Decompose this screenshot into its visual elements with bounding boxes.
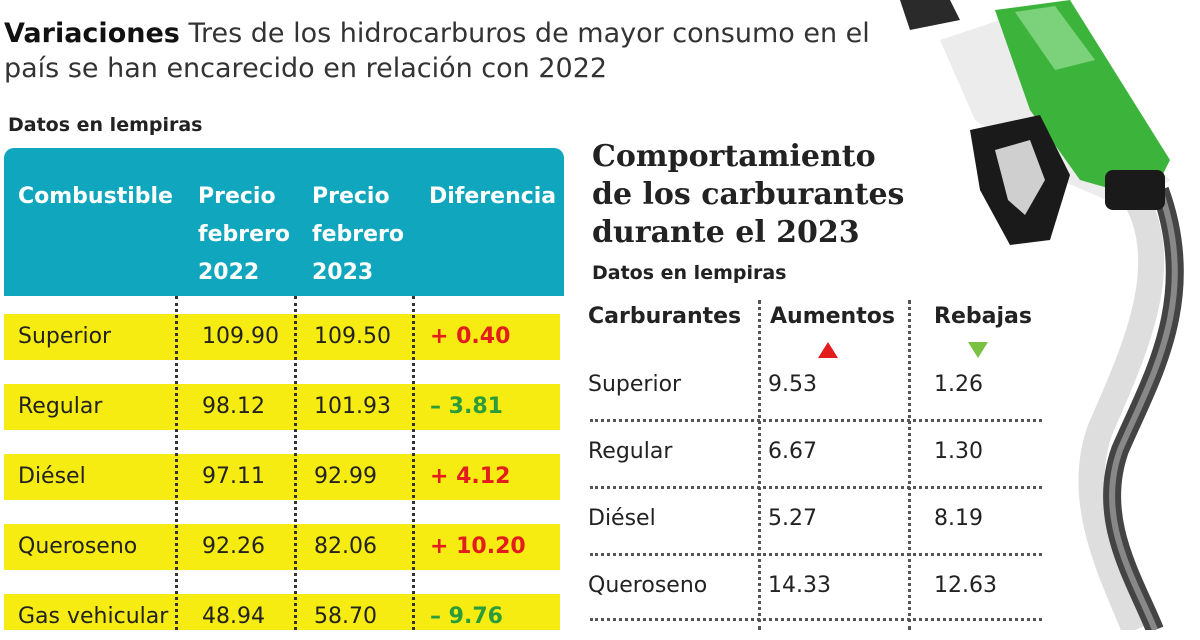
row-rebajas: 1.30 [934,439,983,464]
header-diferencia: Diferencia [429,184,557,209]
column-divider [908,300,911,630]
header-precio-2022-line2: febrero [198,222,290,247]
column-divider [758,300,761,630]
row-price-2022: 109.90 [202,324,279,349]
right-table-title: Comportamiento de los carburantes durant… [592,139,905,250]
row-name: Queroseno [588,573,708,598]
row-price-2023: 101.93 [314,394,391,419]
header-combustible: Combustible [18,184,173,209]
row-price-2022: 98.12 [202,394,265,419]
header-precio-2022: Precio febrero 2022 [198,178,290,292]
row-aumentos: 6.67 [768,439,817,464]
row-price-2022: 92.26 [202,534,265,559]
column-divider [412,296,415,630]
table-row: Diésel 97.11 92.99 + 4.12 [4,454,560,500]
right-table-note: Datos en lempiras [592,262,787,284]
header-precio-2022-line1: Precio [198,184,276,209]
row-divider [590,486,1042,489]
row-price-2023: 82.06 [314,534,377,559]
row-name: Diésel [588,506,656,531]
row-price-2022: 97.11 [202,464,265,489]
header-precio-2023-line2: febrero [312,222,404,247]
row-price-2023: 58.70 [314,604,377,629]
row-price-2023: 92.99 [314,464,377,489]
row-difference: + 0.40 [430,324,511,349]
row-difference: – 3.81 [430,394,503,419]
row-name: Gas vehicular [18,604,169,629]
row-aumentos: 14.33 [768,573,831,598]
header-precio-2023: Precio febrero 2023 [312,178,404,292]
row-price-2023: 109.50 [314,324,391,349]
table-row: Gas vehicular 48.94 58.70 – 9.76 [4,594,560,630]
row-divider [590,553,1042,556]
fuel-nozzle-icon [900,0,1184,630]
row-difference: + 4.12 [430,464,511,489]
row-name: Superior [18,324,112,349]
column-divider [175,296,178,630]
row-name: Queroseno [18,534,138,559]
row-name: Diésel [18,464,86,489]
row-rebajas: 12.63 [934,573,997,598]
headline: Variaciones Tres de los hidrocarburos de… [4,16,884,86]
row-rebajas: 8.19 [934,506,983,531]
header-precio-2023-line3: 2023 [312,260,374,285]
header-aumentos: Aumentos [770,304,895,329]
row-difference: – 9.76 [430,604,503,629]
row-divider [590,419,1042,422]
row-name: Superior [588,372,682,397]
header-precio-2022-line3: 2022 [198,260,260,285]
table-row: Queroseno 92.26 82.06 + 10.20 [4,524,560,570]
headline-bold: Variaciones [4,18,180,49]
row-difference: + 10.20 [430,534,526,559]
header-rebajas: Rebajas [934,304,1032,329]
row-name: Regular [18,394,103,419]
left-table-header: Combustible Precio febrero 2022 Precio f… [4,148,564,296]
column-divider [294,296,297,630]
header-carburantes: Carburantes [588,304,742,329]
row-name: Regular [588,439,673,464]
row-price-2022: 48.94 [202,604,265,629]
down-triangle-icon [968,342,988,358]
row-divider [590,618,1042,621]
table-row: Regular 98.12 101.93 – 3.81 [4,384,560,430]
row-rebajas: 1.26 [934,372,983,397]
table-row: Superior 109.90 109.50 + 0.40 [4,314,560,360]
header-precio-2023-line1: Precio [312,184,390,209]
up-triangle-icon [818,342,838,358]
row-aumentos: 9.53 [768,372,817,397]
row-aumentos: 5.27 [768,506,817,531]
left-table-note: Datos en lempiras [8,114,203,136]
headline-text: Tres de los hidrocarburos de mayor consu… [4,18,870,84]
